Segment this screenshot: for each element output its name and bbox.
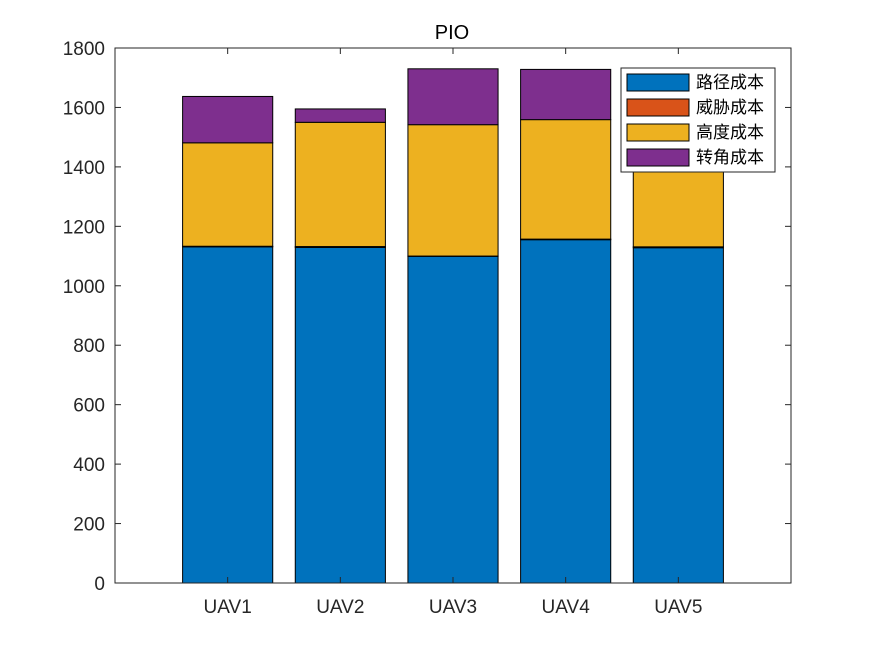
legend-label: 威胁成本 (696, 98, 764, 118)
bar-uav3-series-4 (407, 68, 499, 126)
axes-group: 0 200 400 600 800 1000 1200 1400 1600 1800 UAV1 UAV… (63, 39, 792, 618)
x-tick-label: UAV2 (316, 597, 364, 618)
bar-uav2-series-1 (294, 246, 386, 584)
bar-uav4-series-1 (520, 239, 612, 584)
bar-uav3-series-3 (407, 124, 499, 257)
bar-uav2-series-3 (294, 121, 386, 248)
legend-label: 转角成本 (696, 148, 764, 168)
y-tick-label: 0 (94, 574, 105, 595)
x-tick-label: UAV1 (204, 597, 252, 618)
legend-label: 路径成本 (696, 73, 764, 93)
x-tick-label: UAV5 (654, 597, 702, 618)
y-tick-label: 800 (73, 336, 105, 357)
bar-uav2-series-4 (294, 108, 386, 123)
legend-swatch (626, 98, 690, 117)
bar-uav1-series-1 (182, 246, 274, 584)
y-tick-label: 1400 (63, 158, 105, 179)
bar-uav4-series-4 (520, 68, 612, 121)
legend-label: 高度成本 (696, 123, 764, 143)
bars-group (182, 68, 724, 584)
bar-uav1-series-4 (182, 95, 274, 144)
chart-title: PIO (435, 22, 469, 44)
bar-uav3-series-1 (407, 255, 499, 584)
y-tick-label: 1800 (63, 39, 105, 60)
legend-swatch (626, 148, 690, 167)
y-tick-label: 1600 (63, 98, 105, 119)
x-tick-label: UAV3 (429, 597, 477, 618)
y-tick-label: 200 (73, 515, 105, 536)
y-tick-label: 1200 (63, 217, 105, 238)
bar-uav4-series-3 (520, 119, 612, 240)
y-tick-label: 1000 (63, 277, 105, 298)
y-tick-label: 400 (73, 455, 105, 476)
legend-swatch (626, 73, 690, 92)
x-tick-label: UAV4 (542, 597, 591, 618)
bar-uav5-series-1 (632, 247, 724, 584)
legend-swatch (626, 123, 690, 142)
bar-uav1-series-3 (182, 142, 274, 247)
y-tick-label: 600 (73, 396, 105, 417)
